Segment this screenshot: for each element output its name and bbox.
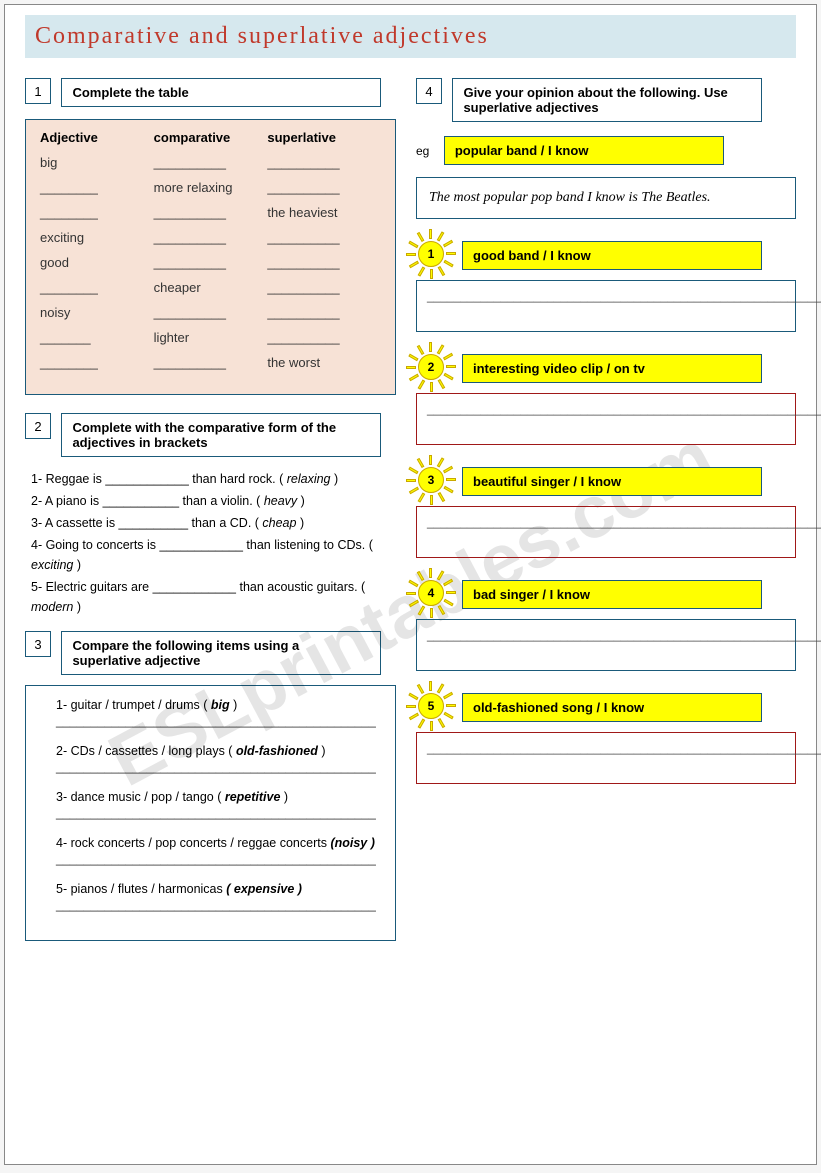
table-cell[interactable]: __________ (267, 155, 381, 170)
ex1-instruction: Complete the table (61, 78, 381, 107)
table-cell[interactable]: __________ (267, 330, 381, 345)
sun-number: 2 (418, 354, 444, 380)
ex1-number: 1 (25, 78, 51, 104)
ex4-number: 4 (416, 78, 442, 104)
left-column: 1 Complete the table Adjective comparati… (25, 78, 396, 941)
ex2-item[interactable]: 4- Going to concerts is ____________ tha… (31, 535, 396, 575)
opinion-prompt: beautiful singer / I know (462, 467, 762, 496)
table-row: big____________________ (40, 155, 381, 170)
table-headers: Adjective comparative superlative (40, 130, 381, 145)
th-superlative: superlative (267, 130, 381, 145)
sun-number: 5 (418, 693, 444, 719)
ex2-items: 1- Reggae is ____________ than hard rock… (25, 469, 396, 617)
ex2-item[interactable]: 1- Reggae is ____________ than hard rock… (31, 469, 396, 489)
sun-icon: 3 (406, 455, 456, 505)
table-row: _______lighter__________ (40, 330, 381, 345)
eg-label: eg (416, 144, 429, 158)
right-column: 4 Give your opinion about the following.… (416, 78, 796, 941)
table-cell[interactable]: __________ (154, 255, 268, 270)
sun-icon: 1 (406, 229, 456, 279)
opinion-answer[interactable]: ________________________________________… (416, 280, 796, 332)
columns: 1 Complete the table Adjective comparati… (5, 78, 816, 941)
page-title: Comparative and superlative adjectives (25, 15, 796, 58)
ex1-table: Adjective comparative superlative big___… (25, 119, 396, 395)
sun-number: 1 (418, 241, 444, 267)
table-cell[interactable]: big (40, 155, 154, 170)
ex3-instruction: Compare the following items using a supe… (61, 631, 381, 675)
table-cell[interactable]: __________ (154, 230, 268, 245)
exercise-4: 4 Give your opinion about the following.… (416, 78, 796, 784)
opinion-block: 3 beautiful singer / I know ______________… (416, 467, 796, 558)
exercise-1: 1 Complete the table Adjective comparati… (25, 78, 396, 395)
exercise-2: 2 Complete with the comparative form of … (25, 413, 396, 617)
table-cell[interactable]: ________ (40, 180, 154, 195)
worksheet-page: ESLprintables.com Comparative and superl… (4, 4, 817, 1165)
eg-prompt: popular band / I know (444, 136, 724, 165)
opinion-block: 5 old-fashioned song / I know ____________… (416, 693, 796, 784)
table-cell[interactable]: __________ (267, 280, 381, 295)
ex2-item[interactable]: 5- Electric guitars are ____________ tha… (31, 577, 396, 617)
exercise-3: 3 Compare the following items using a su… (25, 631, 396, 941)
table-cell[interactable]: __________ (267, 230, 381, 245)
opinion-block: 2 interesting video clip / on tv _________… (416, 354, 796, 445)
opinion-prompt: old-fashioned song / I know (462, 693, 762, 722)
ex3-item[interactable]: 4- rock concerts / pop concerts / reggae… (56, 836, 385, 866)
example-row: eg popular band / I know (416, 136, 796, 165)
opinion-prompt: bad singer / I know (462, 580, 762, 609)
table-cell[interactable]: ________ (40, 280, 154, 295)
table-row: good____________________ (40, 255, 381, 270)
table-cell[interactable]: __________ (267, 255, 381, 270)
ex3-item[interactable]: 5- pianos / flutes / harmonicas ( expens… (56, 882, 385, 912)
table-cell[interactable]: ________ (40, 205, 154, 220)
ex2-instruction: Complete with the comparative form of th… (61, 413, 381, 457)
ex3-item[interactable]: 1- guitar / trumpet / drums ( big )_____… (56, 698, 385, 728)
ex2-number: 2 (25, 413, 51, 439)
table-cell[interactable]: ________ (40, 355, 154, 370)
table-cell[interactable]: noisy (40, 305, 154, 320)
table-cell[interactable]: __________ (267, 180, 381, 195)
table-cell[interactable]: the heaviest (267, 205, 381, 220)
sun-number: 4 (418, 580, 444, 606)
sun-icon: 2 (406, 342, 456, 392)
opinion-block: 1 good band / I know _____________________… (416, 241, 796, 332)
opinion-answer[interactable]: ________________________________________… (416, 619, 796, 671)
table-cell[interactable]: __________ (154, 155, 268, 170)
ex3-item[interactable]: 3- dance music / pop / tango ( repetitiv… (56, 790, 385, 820)
table-cell[interactable]: cheaper (154, 280, 268, 295)
sun-icon: 4 (406, 568, 456, 618)
table-cell[interactable]: __________ (154, 205, 268, 220)
opinion-answer[interactable]: ________________________________________… (416, 506, 796, 558)
table-cell[interactable]: __________ (154, 355, 268, 370)
table-cell[interactable]: good (40, 255, 154, 270)
ex3-item[interactable]: 2- CDs / cassettes / long plays ( old-fa… (56, 744, 385, 774)
th-adjective: Adjective (40, 130, 154, 145)
th-comparative: comparative (154, 130, 268, 145)
sun-number: 3 (418, 467, 444, 493)
opinion-prompt: interesting video clip / on tv (462, 354, 762, 383)
table-row: exciting____________________ (40, 230, 381, 245)
opinion-prompt: good band / I know (462, 241, 762, 270)
table-cell[interactable]: the worst (267, 355, 381, 370)
opinion-block: 4 bad singer / I know ____________________… (416, 580, 796, 671)
table-row: ________more relaxing__________ (40, 180, 381, 195)
ex2-item[interactable]: 2- A piano is ___________ than a violin.… (31, 491, 396, 511)
table-row: noisy____________________ (40, 305, 381, 320)
table-cell[interactable]: __________ (267, 305, 381, 320)
table-cell[interactable]: exciting (40, 230, 154, 245)
table-cell[interactable]: _______ (40, 330, 154, 345)
table-cell[interactable]: lighter (154, 330, 268, 345)
table-cell[interactable]: __________ (154, 305, 268, 320)
opinion-answer[interactable]: ________________________________________… (416, 393, 796, 445)
table-row: ________cheaper__________ (40, 280, 381, 295)
ex3-number: 3 (25, 631, 51, 657)
table-row: __________________the worst (40, 355, 381, 370)
table-cell[interactable]: more relaxing (154, 180, 268, 195)
sun-icon: 5 (406, 681, 456, 731)
table-row: __________________the heaviest (40, 205, 381, 220)
example-answer: The most popular pop band I know is The … (416, 177, 796, 219)
ex4-instruction: Give your opinion about the following. U… (452, 78, 762, 122)
ex3-items: 1- guitar / trumpet / drums ( big )_____… (25, 685, 396, 941)
ex2-item[interactable]: 3- A cassette is __________ than a CD. (… (31, 513, 396, 533)
opinion-answer[interactable]: ________________________________________… (416, 732, 796, 784)
